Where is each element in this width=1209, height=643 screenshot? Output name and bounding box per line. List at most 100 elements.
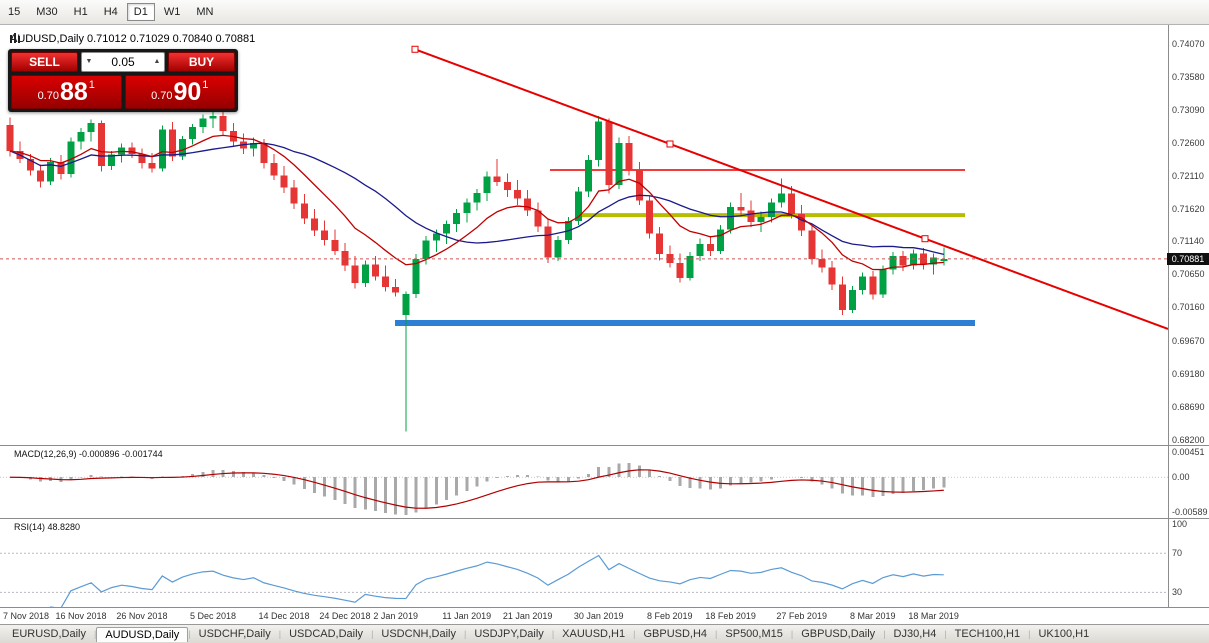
rsi-axis-label: 30 bbox=[1172, 587, 1183, 598]
volume-decrease-icon[interactable]: ▼ bbox=[85, 58, 93, 65]
macd-histogram bbox=[18, 463, 946, 516]
tab-separator: | bbox=[715, 629, 718, 639]
chart-tab-gbpusd-h4[interactable]: GBPUSD,H4 bbox=[643, 628, 708, 640]
timeframe-15[interactable]: 15 bbox=[8, 6, 21, 18]
sell-button[interactable]: SELL bbox=[11, 52, 78, 72]
main-chart-panel: 0.74070 0.73580 0.73090 0.72600 0.72110 0.716… bbox=[0, 25, 1209, 445]
timeframe-h1[interactable]: H1 bbox=[73, 6, 88, 18]
price-axis-label: 0.71620 bbox=[1172, 204, 1205, 215]
timeframe-toolbar: 15 M30 H1 H4 D1 W1 MN bbox=[0, 0, 1209, 25]
price-axis-label: 0.71140 bbox=[1172, 236, 1204, 247]
chart-tab-sp500-m15[interactable]: SP500,M15 bbox=[725, 628, 783, 640]
chart-tab-usdchf-daily[interactable]: USDCHF,Daily bbox=[198, 628, 271, 640]
price-axis-label: 0.70650 bbox=[1172, 269, 1205, 280]
chart-tab-dj30-h4[interactable]: DJ30,H4 bbox=[893, 628, 937, 640]
price-axis-label: 0.73090 bbox=[1172, 104, 1205, 115]
date-axis-label: 18 Feb 2019 bbox=[705, 611, 756, 621]
candles-group bbox=[6, 109, 948, 432]
tab-separator: | bbox=[633, 629, 636, 639]
timeframe-mn[interactable]: MN bbox=[196, 6, 214, 18]
chart-tab-xauusd-h1[interactable]: XAUUSD,H1 bbox=[562, 628, 626, 640]
date-axis-label: 24 Dec 2018 bbox=[319, 611, 371, 621]
ma-fast-line bbox=[9, 134, 944, 271]
date-axis-label: 16 Nov 2018 bbox=[55, 611, 107, 621]
price-axis-label: 0.72110 bbox=[1172, 171, 1204, 181]
trendline-handle[interactable] bbox=[666, 140, 674, 148]
date-axis-label: 14 Dec 2018 bbox=[258, 611, 310, 621]
trendline-handle[interactable] bbox=[921, 235, 929, 243]
sell-price-display[interactable]: 0.70 88 1 bbox=[11, 75, 122, 109]
timeframe-d1[interactable]: D1 bbox=[126, 3, 155, 21]
date-axis-label: 18 Mar 2019 bbox=[908, 611, 959, 621]
current-price-badge: 0.70881 bbox=[1167, 252, 1209, 265]
rsi-line bbox=[49, 554, 944, 607]
date-axis-label: 26 Nov 2018 bbox=[116, 611, 168, 621]
buy-price-big: 90 bbox=[173, 78, 202, 106]
price-axis-label: 0.68690 bbox=[1172, 401, 1205, 412]
tab-separator: | bbox=[93, 629, 97, 639]
buy-price-sup: 1 bbox=[202, 79, 209, 91]
tab-separator: | bbox=[463, 629, 467, 639]
rsi-chart[interactable] bbox=[0, 519, 1168, 607]
buy-button[interactable]: BUY bbox=[168, 52, 235, 72]
buy-price-display[interactable]: 0.70 90 1 bbox=[124, 75, 235, 109]
tab-separator: | bbox=[278, 629, 282, 639]
macd-chart[interactable] bbox=[0, 446, 1168, 518]
tab-separator: | bbox=[1028, 629, 1031, 639]
rsi-axis-label: 70 bbox=[1172, 548, 1183, 559]
chart-tab-usdjpy-daily[interactable]: USDJPY,Daily bbox=[474, 628, 544, 640]
price-axis-label: 0.72600 bbox=[1172, 137, 1205, 148]
timeframe-m30[interactable]: M30 bbox=[36, 6, 58, 18]
ma-slow-line bbox=[9, 142, 944, 256]
chart-symbol-text: AUDUSD,Daily 0.71012 0.71029 0.70840 0.7… bbox=[10, 33, 256, 45]
chart-tab-usdcnh-daily[interactable]: USDCNH,Daily bbox=[381, 628, 456, 640]
tab-separator: | bbox=[551, 629, 555, 639]
volume-control[interactable]: ▼ 0.05 ▲ bbox=[81, 52, 165, 72]
one-click-trading-panel: SELL ▼ 0.05 ▲ BUY 0.70 88 1 0.70 90 1 bbox=[8, 49, 238, 112]
macd-axis-label: -0.00589 bbox=[1172, 507, 1208, 517]
date-axis-label: 8 Mar 2019 bbox=[849, 611, 896, 621]
date-axis-label: 8 Feb 2019 bbox=[646, 611, 693, 621]
chart-tab-usdcad-daily[interactable]: USDCAD,Daily bbox=[289, 628, 364, 640]
chart-tab-audusd-daily[interactable]: AUDUSD,Daily bbox=[96, 626, 189, 642]
date-axis-label: 27 Feb 2019 bbox=[776, 611, 827, 621]
tab-separator: | bbox=[883, 629, 886, 639]
macd-header: MACD(12,26,9) -0.000896 -0.001744 bbox=[14, 449, 163, 459]
sell-price-sup: 1 bbox=[88, 79, 95, 91]
volume-value[interactable]: 0.05 bbox=[111, 55, 135, 69]
rsi-panel: 100 70 30 RSI(14) 48.8280 bbox=[0, 518, 1209, 607]
sell-price-big: 88 bbox=[59, 78, 88, 106]
date-axis-label: 21 Jan 2019 bbox=[502, 611, 553, 621]
buy-price-prefix: 0.70 bbox=[151, 90, 173, 102]
macd-axis-label: 0.00 bbox=[1172, 472, 1190, 483]
candlestick-chart[interactable] bbox=[0, 25, 1168, 445]
date-axis-label: 7 Nov 2018 bbox=[3, 611, 50, 621]
timeframe-w1[interactable]: W1 bbox=[163, 6, 181, 18]
macd-axis-label: 0.00451 bbox=[1172, 447, 1205, 457]
chart-symbol-header: AUDUSD,Daily 0.71012 0.71029 0.70840 0.7… bbox=[10, 33, 255, 45]
rsi-axis: 100 70 30 bbox=[1168, 519, 1209, 607]
tab-separator: | bbox=[944, 629, 947, 639]
tab-separator: | bbox=[371, 629, 374, 639]
timeframe-h4[interactable]: H4 bbox=[103, 6, 118, 18]
rsi-header: RSI(14) 48.8280 bbox=[14, 522, 81, 532]
price-axis: 0.74070 0.73580 0.73090 0.72600 0.72110 0.716… bbox=[1168, 25, 1209, 445]
sell-price-prefix: 0.70 bbox=[37, 90, 59, 102]
date-axis-label: 30 Jan 2019 bbox=[573, 611, 624, 621]
chart-tab-tech100-h1[interactable]: TECH100,H1 bbox=[954, 628, 1021, 640]
price-axis-label: 0.69180 bbox=[1172, 368, 1205, 379]
date-axis-label: 5 Dec 2018 bbox=[189, 611, 237, 621]
tab-separator: | bbox=[188, 629, 191, 639]
price-axis-label: 0.69670 bbox=[1172, 335, 1205, 346]
chart-icon bbox=[10, 33, 20, 43]
chart-tab-uk100-h1[interactable]: UK100,H1 bbox=[1038, 628, 1090, 640]
date-axis-label: 2 Jan 2019 bbox=[373, 611, 418, 621]
chart-tab-eurusd-daily[interactable]: EURUSD,Daily bbox=[12, 628, 86, 640]
chart-tab-bar: EURUSD,Daily | AUDUSD,Daily | USDCHF,Daily | U… bbox=[0, 624, 1209, 643]
chart-tab-gbpusd-daily[interactable]: GBPUSD,Daily bbox=[801, 628, 876, 640]
macd-axis: 0.00451 0.00 -0.00589 bbox=[1168, 446, 1209, 518]
trendline-handle[interactable] bbox=[411, 45, 419, 53]
volume-increase-icon[interactable]: ▲ bbox=[153, 58, 161, 65]
descending-trendline[interactable] bbox=[414, 48, 1168, 330]
price-axis-label: 0.70160 bbox=[1172, 302, 1205, 313]
